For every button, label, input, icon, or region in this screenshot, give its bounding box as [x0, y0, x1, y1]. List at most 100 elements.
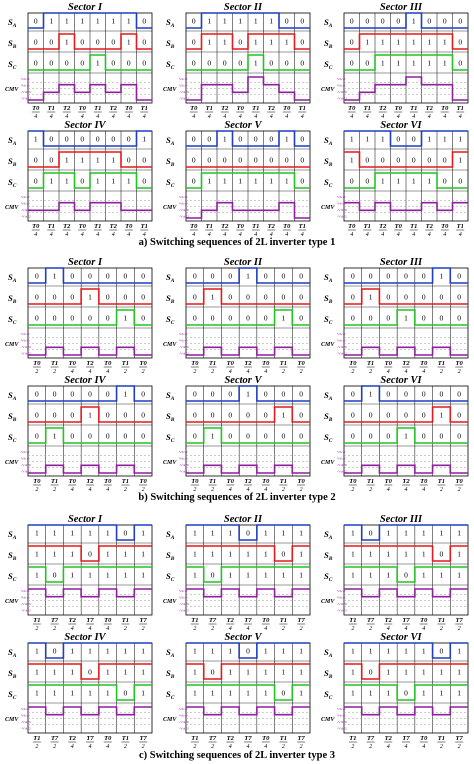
time-label-denominator: 4 — [350, 231, 353, 238]
sc-state-digit: 1 — [65, 177, 69, 186]
cmv-level-label: -Vdc/2 — [337, 215, 347, 219]
time-label-numerator: T1 — [252, 223, 259, 230]
sa-state-digit: 1 — [238, 17, 242, 26]
sc-waveform — [186, 566, 310, 583]
sb-state-digit: 0 — [457, 411, 461, 420]
sc-state-digit: 1 — [35, 689, 39, 698]
sa-label: SA — [8, 17, 17, 29]
time-label-denominator: 2 — [440, 487, 443, 493]
time-label-denominator: 4 — [81, 231, 84, 238]
sc-state-digit: 1 — [386, 571, 390, 580]
sb-state-digit: 0 — [228, 411, 232, 420]
sc-state-digit: 0 — [365, 59, 369, 68]
sa-state-digit: 0 — [106, 390, 110, 399]
time-label-denominator: 4 — [89, 486, 92, 493]
sb-state-digit: 0 — [106, 293, 110, 302]
sb-state-digit: 1 — [246, 550, 250, 559]
sc-label-subscript: C — [171, 320, 175, 326]
sb-state-digit: 0 — [111, 38, 115, 47]
sector-title: Sector IV — [64, 632, 106, 643]
sc-state-digit: 0 — [299, 432, 303, 441]
sa-state-digit: 0 — [458, 17, 462, 26]
sa-waveform — [28, 130, 152, 147]
sa-label-subscript: A — [328, 396, 333, 402]
time-label-numerator: T7 — [140, 735, 148, 742]
sc-waveform — [344, 54, 468, 71]
sa-state-digit: 1 — [211, 647, 215, 656]
time-label-numerator: T0 — [33, 360, 41, 367]
time-label-numerator: T7 — [244, 735, 252, 742]
sb-label-subscript: B — [12, 44, 17, 50]
cmv-waveform — [344, 76, 468, 101]
sb-waveform — [344, 151, 468, 168]
sc-waveform — [186, 309, 310, 326]
sc-state-digit: 1 — [88, 689, 92, 698]
sb-state-digit: 0 — [35, 411, 39, 420]
sb-state-digit: 0 — [142, 156, 146, 165]
sb-state-digit: 0 — [106, 411, 110, 420]
time-label-numerator: T0 — [190, 223, 198, 230]
cmv-level-label: -Vdc/2 — [179, 470, 189, 474]
sc-label: SC — [324, 59, 333, 71]
sb-label: SB — [8, 411, 17, 423]
sc-state-digit: 1 — [404, 432, 408, 441]
sa-state-digit: 1 — [223, 135, 227, 144]
sb-state-digit: 1 — [299, 550, 303, 559]
time-label-numerator: T0 — [441, 105, 449, 112]
sb-waveform — [28, 663, 152, 680]
sc-state-digit: 0 — [285, 59, 289, 68]
time-label-numerator: T1 — [438, 735, 445, 742]
sc-label-subscript: C — [329, 577, 333, 583]
sc-state-digit: 0 — [458, 177, 462, 186]
cmv-label: CMV — [321, 342, 335, 348]
sc-state-digit: 0 — [142, 177, 146, 186]
sa-label-subscript: A — [170, 278, 175, 284]
sb-waveform — [28, 406, 152, 423]
time-label-denominator: 4 — [405, 625, 408, 632]
time-label-numerator: T2 — [63, 105, 71, 112]
time-label-denominator: 4 — [264, 486, 267, 493]
sc-label-subscript: C — [329, 320, 333, 326]
sa-state-digit: 0 — [350, 17, 354, 26]
sector-title: Sector VI — [380, 375, 422, 386]
sa-waveform — [28, 524, 152, 541]
sa-state-digit: 1 — [34, 135, 38, 144]
sa-state-digit: 1 — [96, 17, 100, 26]
cmv-level-label: -Vdc/6 — [21, 602, 31, 606]
sb-state-digit: 1 — [35, 668, 39, 677]
sb-state-digit: 1 — [269, 38, 273, 47]
sa-label: SA — [166, 135, 175, 147]
time-label-numerator: T0 — [262, 617, 270, 624]
sc-state-digit: 0 — [351, 314, 355, 323]
time-label-denominator: 2 — [300, 487, 303, 493]
time-label-denominator: 4 — [106, 368, 109, 375]
sc-state-digit: 1 — [106, 689, 110, 698]
time-label-denominator: 4 — [65, 231, 68, 238]
sc-state-digit: 1 — [238, 177, 242, 186]
time-label-numerator: T0 — [140, 478, 148, 485]
sc-state-digit: 0 — [386, 314, 390, 323]
sa-state-digit: 1 — [141, 529, 145, 538]
time-label-denominator: 4 — [71, 368, 74, 375]
time-label-denominator: 4 — [208, 113, 211, 120]
sc-state-digit: 1 — [386, 689, 390, 698]
sb-state-digit: 0 — [96, 38, 100, 47]
time-label-denominator: 4 — [254, 231, 257, 238]
sb-state-digit: 1 — [207, 38, 211, 47]
sc-state-digit: 1 — [211, 689, 215, 698]
sc-state-digit: 0 — [369, 432, 373, 441]
sb-label: SB — [324, 668, 333, 680]
sb-state-digit: 0 — [238, 156, 242, 165]
time-label-denominator: 2 — [53, 626, 56, 632]
sb-label-subscript: B — [170, 556, 175, 562]
sc-state-digit: 1 — [369, 571, 373, 580]
sb-state-digit: 0 — [34, 156, 38, 165]
sb-state-digit: 0 — [246, 411, 250, 420]
time-label-denominator: 4 — [89, 368, 92, 375]
time-label-denominator: 2 — [369, 744, 372, 750]
time-label-numerator: T0 — [420, 617, 428, 624]
time-label-denominator: 2 — [369, 369, 372, 375]
